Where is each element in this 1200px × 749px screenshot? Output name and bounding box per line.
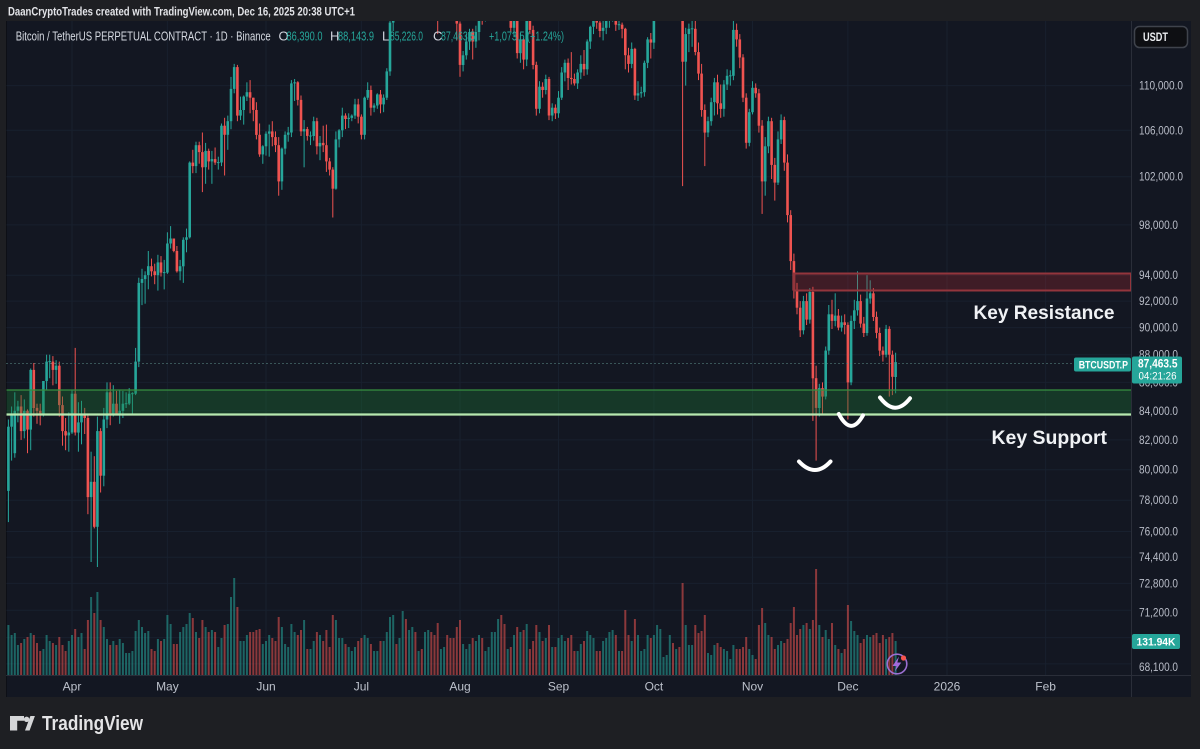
- svg-text:102,000.0: 102,000.0: [1139, 170, 1183, 184]
- svg-text:Jun: Jun: [256, 680, 275, 694]
- svg-text:USDT: USDT: [1143, 30, 1169, 44]
- svg-text:87,463.5: 87,463.5: [441, 29, 475, 44]
- svg-text:Apr: Apr: [63, 680, 82, 694]
- svg-text:Jul: Jul: [354, 680, 369, 694]
- svg-text:04:21:26: 04:21:26: [1139, 371, 1177, 383]
- svg-text:78,000.0: 78,000.0: [1139, 493, 1178, 507]
- svg-text:Sep: Sep: [548, 680, 570, 694]
- svg-text:106,000.0: 106,000.0: [1139, 123, 1183, 137]
- svg-text:Dec: Dec: [837, 680, 858, 694]
- svg-text:110,000.0: 110,000.0: [1139, 79, 1183, 93]
- svg-text:80,000.0: 80,000.0: [1139, 463, 1178, 477]
- svg-text:131.94K: 131.94K: [1137, 637, 1176, 649]
- svg-text:2026: 2026: [934, 680, 961, 694]
- svg-text:Aug: Aug: [449, 680, 470, 694]
- svg-text:71,200.0: 71,200.0: [1139, 606, 1178, 620]
- svg-text:Oct: Oct: [645, 680, 664, 694]
- svg-text:Feb: Feb: [1035, 680, 1056, 694]
- svg-text:92,000.0: 92,000.0: [1139, 294, 1178, 308]
- svg-text:H: H: [330, 29, 339, 44]
- svg-text:Nov: Nov: [742, 680, 763, 694]
- svg-text:O: O: [279, 29, 289, 44]
- svg-text:90,000.0: 90,000.0: [1139, 321, 1178, 335]
- svg-text:76,000.0: 76,000.0: [1139, 525, 1178, 539]
- svg-text:87,463.5: 87,463.5: [1138, 357, 1178, 371]
- svg-text:TradingView: TradingView: [42, 713, 143, 735]
- svg-text:74,400.0: 74,400.0: [1139, 550, 1178, 564]
- svg-text:DaanCryptoTrades created with: DaanCryptoTrades created with TradingVie…: [8, 7, 355, 19]
- svg-text:+1,073.5 (+1.24%): +1,073.5 (+1.24%): [489, 29, 564, 44]
- svg-text:68,100.0: 68,100.0: [1139, 660, 1178, 674]
- svg-text:BTCUSDT.P: BTCUSDT.P: [1079, 359, 1128, 371]
- svg-text:94,000.0: 94,000.0: [1139, 268, 1178, 282]
- svg-text:72,800.0: 72,800.0: [1139, 576, 1178, 590]
- svg-text:Bitcoin / TetherUS PERPETUAL C: Bitcoin / TetherUS PERPETUAL CONTRACT · …: [16, 29, 271, 44]
- svg-text:C: C: [433, 29, 442, 44]
- svg-text:82,000.0: 82,000.0: [1139, 433, 1178, 447]
- svg-text:86,390.0: 86,390.0: [287, 29, 323, 44]
- svg-text:L: L: [382, 29, 389, 44]
- svg-text:May: May: [156, 680, 179, 694]
- svg-text:88,143.9: 88,143.9: [338, 29, 374, 44]
- svg-text:84,000.0: 84,000.0: [1139, 404, 1178, 418]
- svg-text:Key Resistance: Key Resistance: [974, 303, 1115, 324]
- svg-text:98,000.0: 98,000.0: [1139, 218, 1178, 232]
- svg-text:Key Support: Key Support: [992, 428, 1108, 449]
- svg-text:85,226.0: 85,226.0: [390, 29, 423, 44]
